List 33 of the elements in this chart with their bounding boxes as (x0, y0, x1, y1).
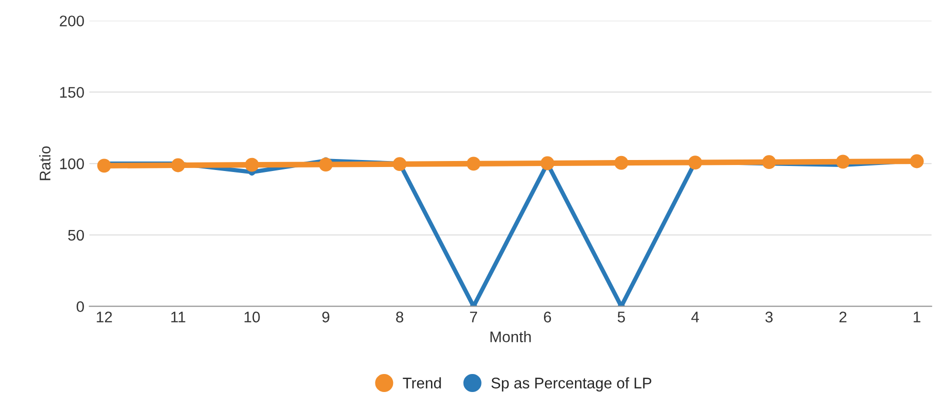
y-tick-label: 100 (60, 158, 84, 170)
x-tick-label: 12 (96, 312, 112, 322)
x-tick-label: 2 (839, 312, 846, 322)
x-tick-label: 8 (396, 312, 404, 322)
point (836, 154, 850, 169)
legend-label: Sp as Percentage of LP (491, 377, 652, 392)
x-tick-label: 7 (470, 312, 478, 322)
y-tick-label: 0 (76, 301, 84, 312)
x-tick-label: 6 (544, 312, 552, 322)
point (97, 158, 112, 173)
x-tick-label: 10 (244, 312, 260, 322)
point (171, 158, 185, 172)
point (762, 155, 776, 170)
x-tick-label: 1 (914, 312, 920, 322)
x-axis-title: Month (490, 331, 531, 342)
legend-label: Trend (402, 377, 441, 388)
point (688, 156, 702, 170)
point (392, 157, 407, 172)
y-tick-label: 50 (68, 230, 84, 241)
point (466, 156, 480, 171)
y-axis-title: Ratio (39, 146, 50, 180)
x-tick-label: 4 (691, 312, 699, 322)
y-tick-label: 200 (60, 16, 84, 26)
x-tick-label: 5 (618, 312, 625, 322)
x-tick-label: 9 (322, 312, 330, 322)
y-tick-label: 150 (60, 86, 84, 98)
point (910, 154, 924, 168)
x-tick-label: 3 (765, 312, 773, 322)
point (540, 156, 554, 170)
point (244, 158, 259, 172)
x-tick-label: 11 (171, 312, 186, 322)
point (614, 156, 628, 170)
point (318, 158, 333, 172)
